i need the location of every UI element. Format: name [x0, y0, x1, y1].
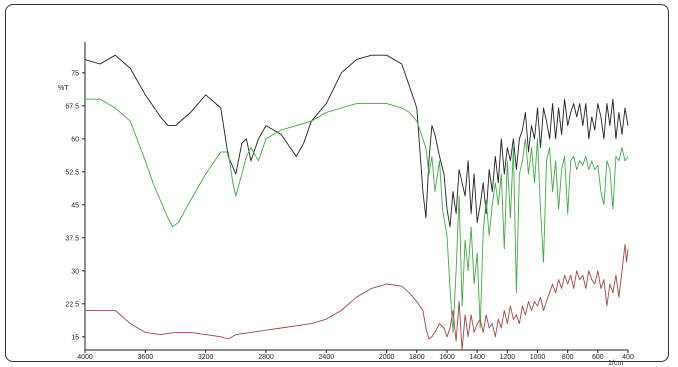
y-tick-label: 37.5	[65, 235, 79, 242]
x-tick-label: 400	[622, 354, 634, 361]
y-tick-label: 60	[71, 136, 79, 143]
x-tick-label: 800	[562, 354, 574, 361]
series-line-1	[84, 54, 629, 228]
series-line-2	[85, 98, 629, 333]
x-tick-label: 3600	[138, 354, 154, 361]
y-tick-label: 45	[71, 202, 79, 209]
x-tick-label: 600	[592, 354, 604, 361]
x-tick-label: 2800	[258, 354, 274, 361]
axes: 15 22.5 30 37.5 45 52.5 60 67.5 75 4000 3600 3200 28…	[65, 42, 634, 361]
y-tick-label: 52.5	[65, 169, 79, 176]
series-line-3	[85, 243, 629, 351]
x-tick-label: 1600	[439, 354, 455, 361]
y-tick-label: 15	[71, 334, 79, 341]
x-tick-label: 1800	[409, 354, 425, 361]
x-tick-label: 2000	[379, 354, 395, 361]
y-tick-label: 67.5	[65, 103, 79, 110]
x-axis-label: 1/cm	[608, 360, 623, 367]
x-tick-label: 4000	[77, 354, 93, 361]
x-tick-label: 1000	[530, 354, 546, 361]
chart-frame	[5, 4, 669, 362]
x-tick-label: 3200	[198, 354, 214, 361]
y-tick-label: 75	[71, 70, 79, 77]
x-tick-label: 1400	[469, 354, 485, 361]
y-tick-label: 22.5	[65, 301, 79, 308]
y-axis-label: %T	[58, 85, 69, 92]
x-tick-label: 1200	[500, 354, 516, 361]
series-group	[84, 54, 629, 351]
x-tick-label: 2400	[319, 354, 335, 361]
y-tick-label: 30	[71, 268, 79, 275]
